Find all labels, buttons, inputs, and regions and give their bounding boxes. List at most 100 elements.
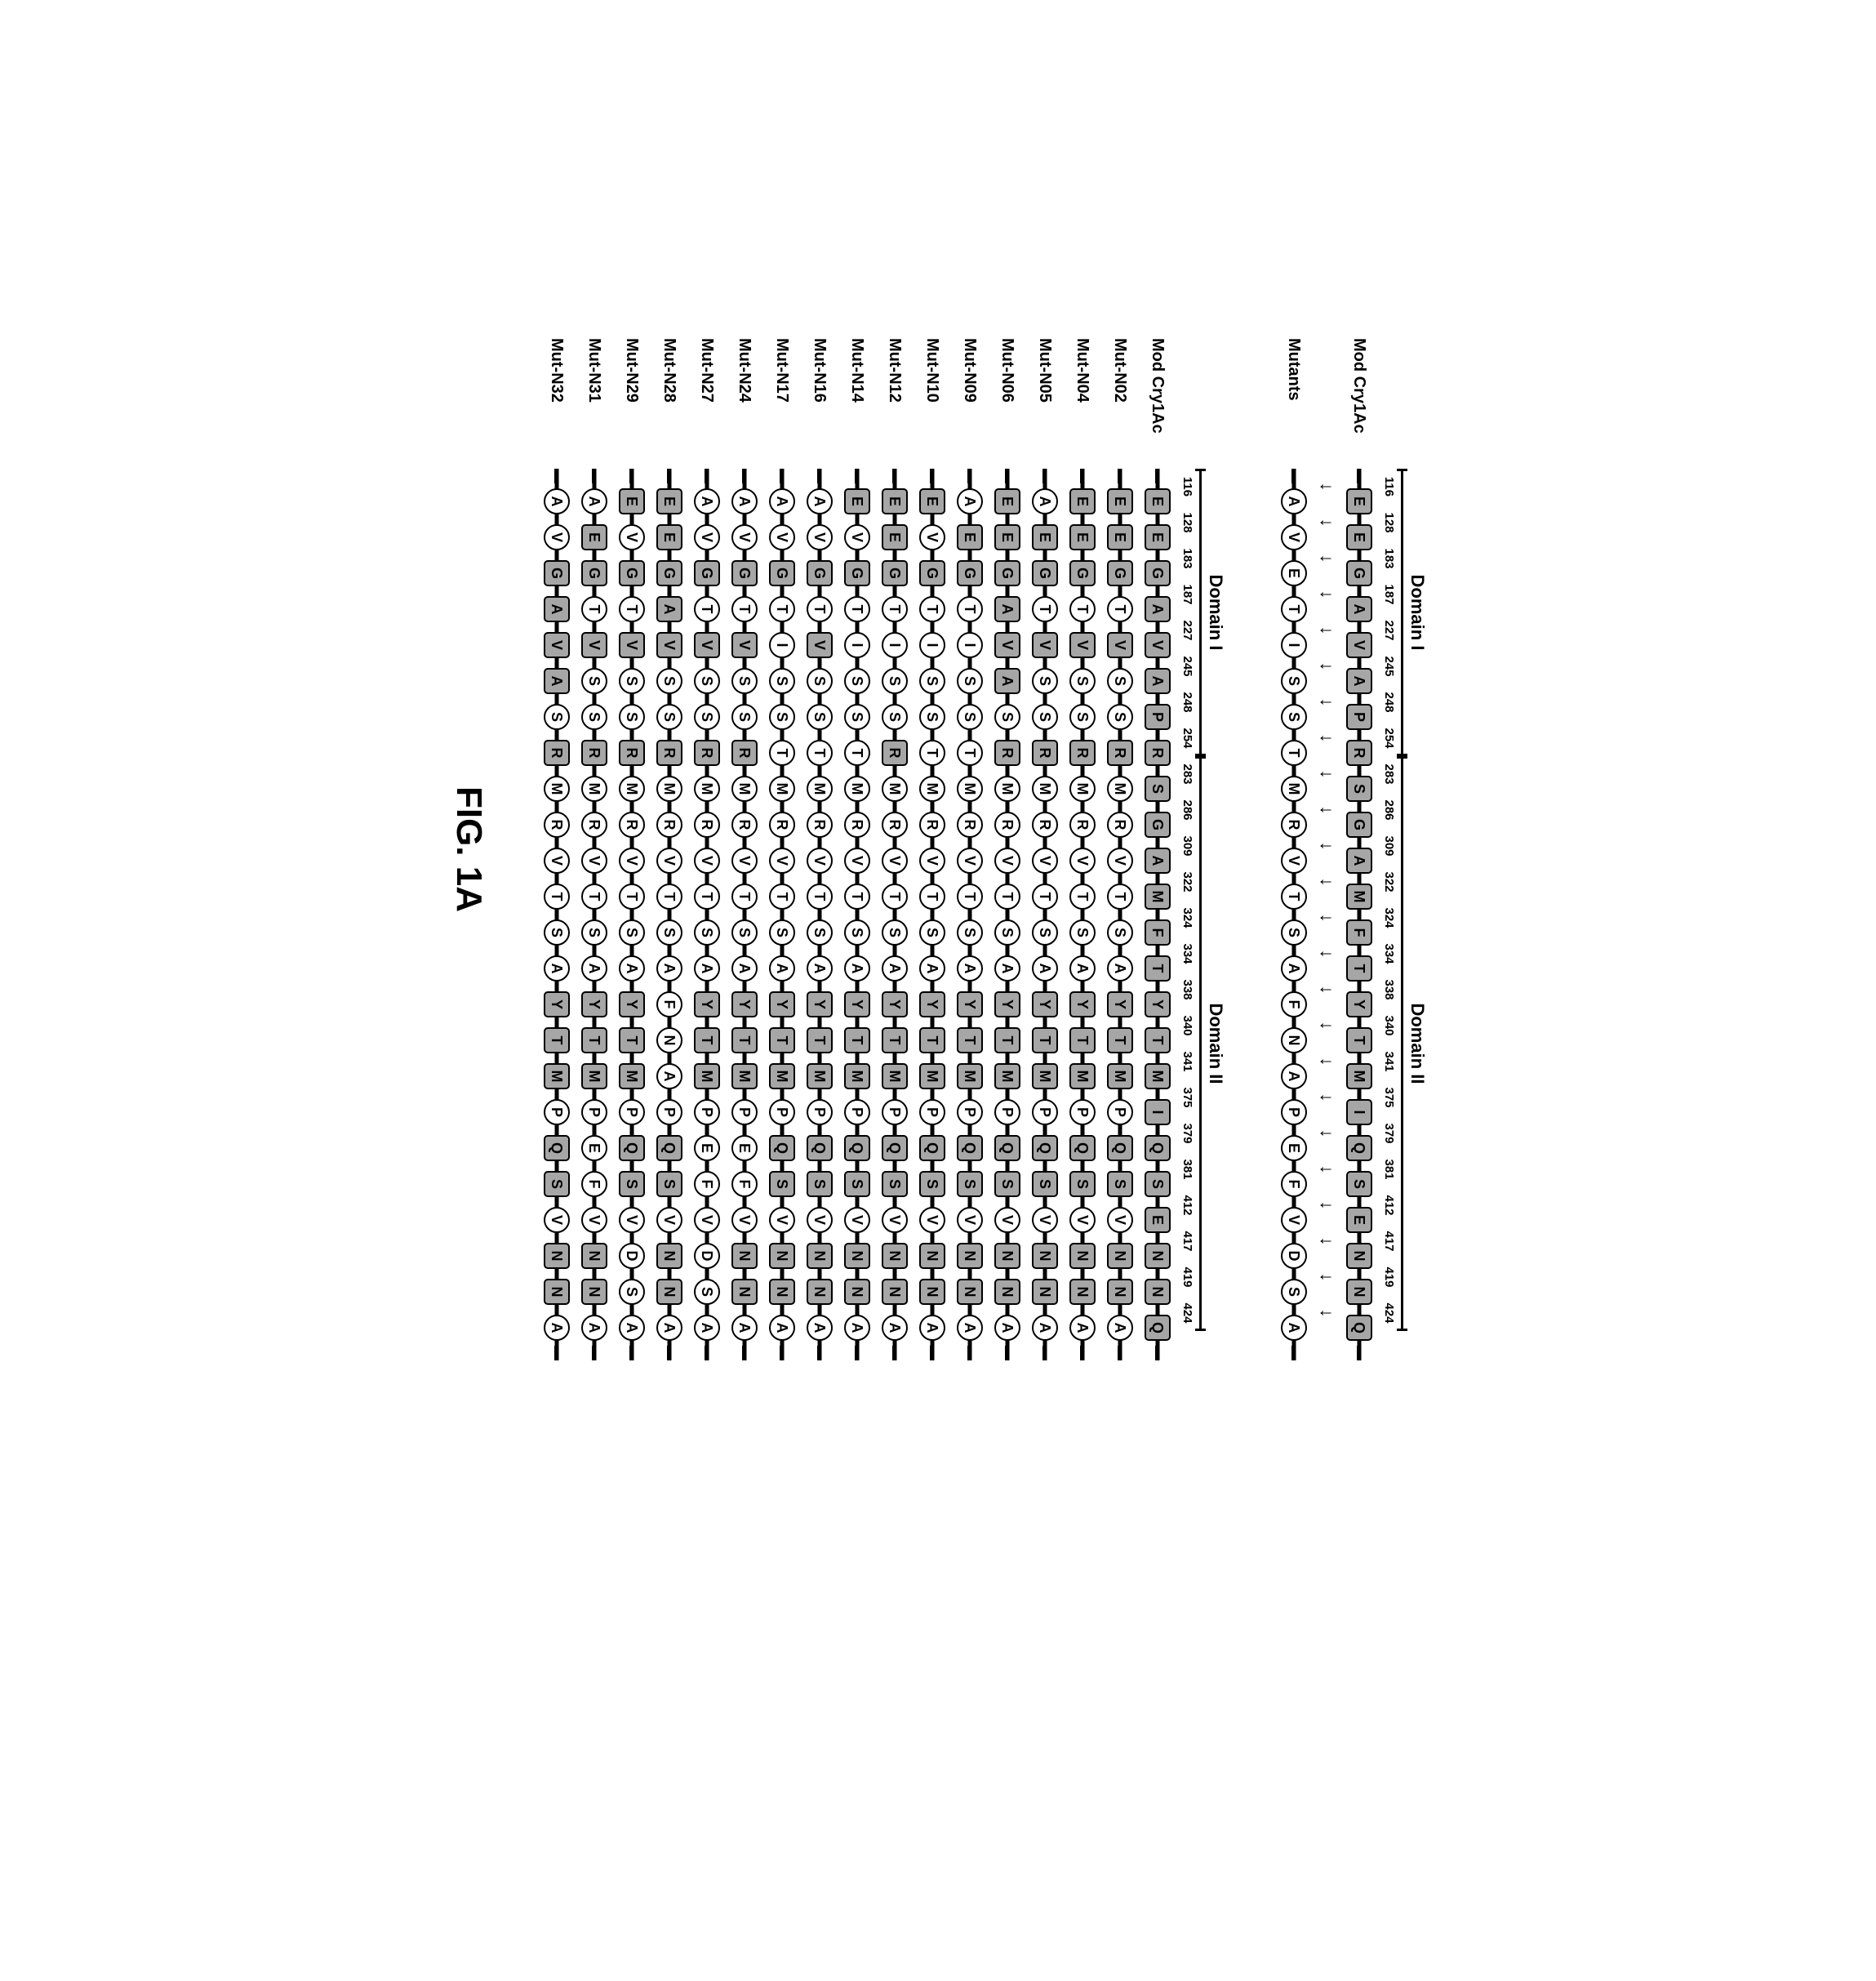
residue: V <box>1107 632 1133 658</box>
residue: N <box>1281 1027 1307 1053</box>
residue: R <box>1281 812 1307 838</box>
mutant-row: Mut-N17AVGTISSTMRVTSAYTMPQSVNNA <box>763 338 801 1360</box>
residue: M <box>1281 776 1307 802</box>
residue: T <box>1145 955 1171 982</box>
row-label: Mod Cry1Ac <box>1350 338 1369 469</box>
position-label: 341 <box>1383 1044 1397 1080</box>
residue: R <box>694 812 720 838</box>
residue: A <box>544 668 570 694</box>
residue: V <box>769 848 795 874</box>
position-label: 227 <box>1181 612 1195 648</box>
residue: P <box>919 1099 945 1125</box>
residue: S <box>694 1279 720 1305</box>
residue: M <box>731 776 758 802</box>
residue: S <box>919 1171 945 1197</box>
residue: T <box>731 596 758 622</box>
residue: R <box>1107 812 1133 838</box>
residues: AVGTISSTMRVTSAYTMPQSVNNA <box>769 469 795 1360</box>
residue: N <box>769 1243 795 1269</box>
residue: G <box>544 560 570 586</box>
residue: E <box>581 524 607 550</box>
residue: F <box>1281 991 1307 1017</box>
row-label: Mut-N29 <box>623 338 642 469</box>
residue: Q <box>807 1135 833 1161</box>
residue: Y <box>731 991 758 1017</box>
residue: R <box>994 812 1020 838</box>
residue: E <box>1069 488 1096 514</box>
mutant-row: Mut-N09AEGTISSTMRVTSAYTMPQSVNNA <box>951 338 989 1360</box>
residue: Q <box>1346 1135 1372 1161</box>
residue: S <box>581 919 607 946</box>
residue: T <box>581 1027 607 1053</box>
residue: A <box>731 1315 758 1341</box>
residue: E <box>656 524 682 550</box>
residue: V <box>619 1207 645 1233</box>
residue: R <box>1032 812 1058 838</box>
residue: T <box>807 884 833 910</box>
residue: M <box>1346 1063 1372 1089</box>
residue: R <box>882 812 908 838</box>
residue: Y <box>844 991 870 1017</box>
residue: Y <box>1069 991 1096 1017</box>
residue: G <box>656 560 682 586</box>
residue: V <box>656 1207 682 1233</box>
residue: A <box>994 668 1020 694</box>
residue: M <box>769 776 795 802</box>
residue: A <box>807 1315 833 1341</box>
residue: N <box>919 1279 945 1305</box>
residue: V <box>1032 632 1058 658</box>
residue: S <box>656 668 682 694</box>
residue: M <box>731 1063 758 1089</box>
position-label: 183 <box>1181 541 1195 576</box>
residue: T <box>1069 1027 1096 1053</box>
residue: S <box>769 704 795 730</box>
residue: A <box>769 955 795 982</box>
residue: T <box>919 884 945 910</box>
residue: S <box>619 1279 645 1305</box>
residue: V <box>807 524 833 550</box>
residue: N <box>769 1279 795 1305</box>
residue: A <box>957 955 983 982</box>
residues: EVGTVSSRMRVTSAYTMPQSVDSA <box>619 469 645 1360</box>
residue: V <box>1069 1207 1096 1233</box>
residue: V <box>1032 848 1058 874</box>
row-label: Mut-N28 <box>660 338 679 469</box>
residue: M <box>769 1063 795 1089</box>
residue: S <box>1107 1171 1133 1197</box>
position-label: 341 <box>1181 1044 1195 1080</box>
residue: M <box>882 776 908 802</box>
position-label: 309 <box>1181 828 1195 864</box>
residue: T <box>1032 596 1058 622</box>
residue: R <box>807 812 833 838</box>
residue: S <box>994 704 1020 730</box>
residue: A <box>1032 1315 1058 1341</box>
row-label: Mut-N04 <box>1074 338 1092 469</box>
residue: M <box>844 1063 870 1089</box>
position-row-bottom: 1161281831872272452482542832863093223243… <box>1176 469 1199 1360</box>
residues: EEGTVSSRMRVTSAYTMPQSVNNA <box>1107 469 1133 1360</box>
residue: S <box>1281 668 1307 694</box>
residue: N <box>581 1279 607 1305</box>
residue: R <box>619 812 645 838</box>
residue: Q <box>1346 1315 1372 1341</box>
position-label: 309 <box>1383 828 1397 864</box>
residue: S <box>807 919 833 946</box>
residue: N <box>1107 1243 1133 1269</box>
arrow-down-icon: ↓ <box>1316 1295 1337 1331</box>
residue: V <box>731 848 758 874</box>
residue: V <box>1281 524 1307 550</box>
residue: A <box>1346 596 1372 622</box>
position-label: 183 <box>1383 541 1397 576</box>
residue: M <box>844 776 870 802</box>
residues: EEGTVSSRMRVTSAYTMPQSVNNA <box>1069 469 1096 1360</box>
residue: T <box>919 1027 945 1053</box>
residue: Q <box>544 1135 570 1161</box>
arrow-down-icon: ↓ <box>1316 576 1337 612</box>
residue: G <box>919 560 945 586</box>
residue: S <box>919 704 945 730</box>
residue: S <box>656 704 682 730</box>
residue: Q <box>1032 1135 1058 1161</box>
arrow-row: ↓↓↓↓↓↓↓↓↓↓↓↓↓↓↓↓↓↓↓↓↓↓↓↓ <box>1313 469 1340 1360</box>
arrow-down-icon: ↓ <box>1316 720 1337 756</box>
residue: A <box>1145 596 1171 622</box>
